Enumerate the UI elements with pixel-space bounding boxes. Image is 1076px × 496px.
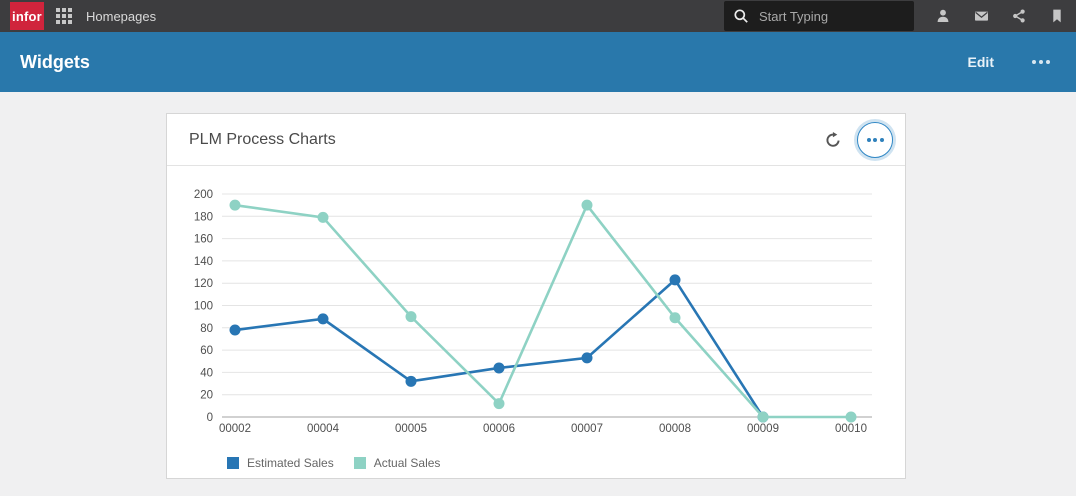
user-icon [937,9,949,22]
data-point-actual-sales [581,199,593,211]
y-axis-tick-label: 80 [200,323,213,335]
mail-icon [974,11,988,21]
data-point-actual-sales [757,411,769,423]
x-axis-tick-label: 00007 [571,423,603,435]
widget-header: PLM Process Charts [167,114,905,166]
y-axis-tick-label: 40 [200,367,213,379]
data-point-actual-sales [229,199,241,211]
refresh-button[interactable] [817,124,849,156]
data-point-estimated-sales [669,274,681,286]
more-options-icon [866,137,871,142]
x-axis-tick-label: 00002 [219,423,251,435]
y-axis-tick-label: 120 [194,278,213,290]
data-point-actual-sales [669,312,681,324]
x-axis-tick-label: 00010 [835,423,867,435]
plm-process-charts-widget: PLM Process Charts 0 20 40 60 80 100 120 140 160… [166,113,906,479]
widget-title: PLM Process Charts [189,130,336,148]
user-button[interactable] [924,0,962,32]
data-point-estimated-sales [581,352,593,364]
legend-label: Estimated Sales [247,456,334,470]
search-icon [734,9,748,23]
search-input[interactable] [757,7,905,25]
x-axis-tick-label: 00006 [483,423,515,435]
legend-swatch [353,457,366,469]
data-point-estimated-sales [405,375,417,387]
x-axis-tick-label: 00005 [395,423,427,435]
infor-logo-text: infor [12,8,42,24]
chart-legend: Estimated Sales Actual Sales [167,448,905,478]
series-line-estimated-sales [234,277,765,418]
mail-button[interactable] [962,0,1000,32]
refresh-icon [826,131,840,147]
edit-button[interactable]: Edit [962,53,1000,71]
infor-logo[interactable]: infor [10,2,44,30]
sales-line-chart: 0 20 40 60 80 100 120 140 160 180 200 00002 00004 000… [194,189,872,435]
page-title: Widgets [20,51,90,72]
y-axis-tick-label: 0 [207,412,213,424]
search-box [724,1,914,31]
data-point-actual-sales [493,398,505,410]
page-header: Widgets Edit [0,32,1076,92]
y-axis-tick-label: 20 [200,390,213,402]
widget-more-options-button[interactable] [857,121,893,158]
y-axis-tick-label: 160 [194,234,213,246]
x-axis-tick-label: 00008 [659,423,691,435]
data-point-estimated-sales [317,313,329,325]
series-line-actual-sales [234,202,851,419]
legend-swatch [227,457,239,469]
legend-item-estimated-sales[interactable]: Estimated Sales [227,456,334,470]
data-point-actual-sales [845,411,857,423]
data-point-actual-sales [317,211,329,223]
data-point-estimated-sales [229,324,241,336]
data-point-estimated-sales [493,362,505,374]
share-button[interactable] [1000,0,1038,32]
x-axis-tick-label: 00009 [747,423,779,435]
share-icon [1013,9,1025,23]
app-launcher-icon[interactable] [56,8,72,24]
content-area: PLM Process Charts 0 20 40 60 80 100 120 140 160… [0,92,1076,496]
page-more-options-button[interactable] [1026,54,1056,70]
y-axis-tick-label: 60 [200,345,213,357]
y-axis-tick-label: 180 [194,211,213,223]
chart-container: 0 20 40 60 80 100 120 140 160 180 200 00002 00004 000… [167,166,905,478]
x-axis-tick-label: 00004 [307,423,340,435]
data-point-actual-sales [405,311,417,323]
app-label: Homepages [86,8,157,24]
y-axis-tick-label: 100 [194,301,213,313]
y-axis-tick-label: 200 [194,189,213,201]
bookmark-icon [1053,9,1061,23]
bookmark-button[interactable] [1038,0,1076,32]
more-options-icon [1032,60,1050,64]
legend-item-actual-sales[interactable]: Actual Sales [353,456,441,470]
top-navigation-bar: infor Homepages [0,0,1076,32]
y-axis-tick-label: 140 [194,256,213,268]
legend-label: Actual Sales [373,456,441,470]
